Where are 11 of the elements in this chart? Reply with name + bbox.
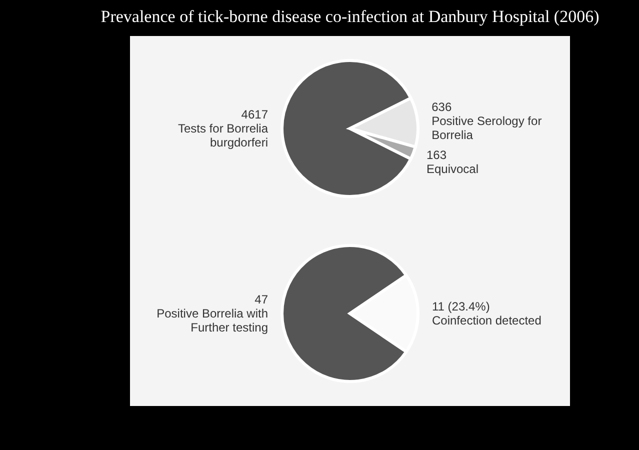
slice-label: Positive Borrelia with Further testing [156, 306, 268, 334]
data-label: 4617 [241, 108, 268, 122]
slice-label: Tests for Borrelia burgdorferi [178, 122, 268, 150]
slice-label: Coinfection detected [432, 314, 542, 328]
data-label: 11 (23.4%) [432, 300, 490, 314]
slice-label: Positive Serology for Borrelia [432, 114, 542, 142]
chart-title: Prevalence of tick-borne disease co-infection at Danbury Hospital (2006) [100, 7, 600, 26]
data-label: 636 [432, 100, 452, 114]
slice-label: Equivocal [426, 162, 479, 176]
data-label: 47 [254, 292, 268, 306]
data-label: 163 [426, 148, 447, 162]
